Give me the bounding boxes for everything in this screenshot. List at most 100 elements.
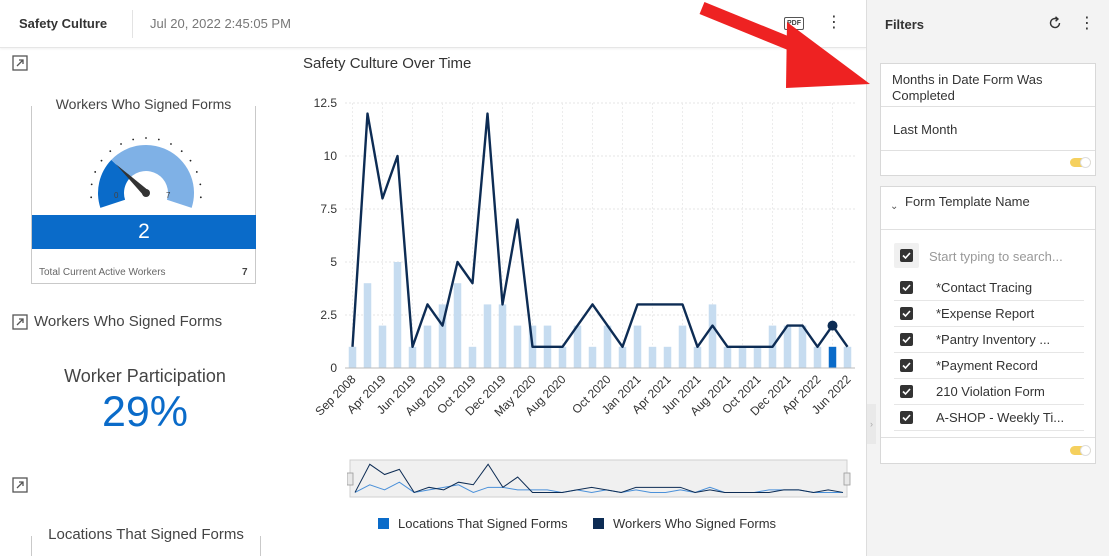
- template-option[interactable]: *Pantry Inventory ...: [894, 327, 1084, 353]
- gauge-tick: [180, 150, 183, 153]
- bar: [603, 325, 612, 368]
- gauge-card: [31, 106, 256, 284]
- chart-title: Safety Culture Over Time: [303, 55, 472, 72]
- y-tick-label: 7.5: [320, 202, 337, 216]
- template-option-label: *Contact Tracing: [936, 280, 1033, 295]
- gauge-tick: [157, 138, 160, 141]
- navigator-handle-left: [347, 472, 354, 486]
- y-tick-label: 5: [330, 255, 337, 269]
- legend-item-workers[interactable]: Workers Who Signed Forms: [593, 516, 776, 531]
- dashboard-more-button[interactable]: ⋮: [826, 14, 842, 31]
- bar: [588, 346, 597, 368]
- template-option[interactable]: *Payment Record: [894, 353, 1084, 379]
- gauge-unfilled-arc: [111, 145, 194, 208]
- bar: [723, 346, 732, 368]
- bar: [408, 346, 417, 368]
- gauge-needle-hub: [142, 189, 150, 197]
- divider: [881, 229, 1095, 230]
- gauge-max-label: 7: [166, 191, 171, 200]
- bar: [468, 346, 477, 368]
- legend-item-locations[interactable]: Locations That Signed Forms: [378, 516, 568, 531]
- filters-header: Filters ⋮: [867, 0, 1109, 48]
- bar: [618, 346, 627, 368]
- template-option[interactable]: *Expense Report: [894, 301, 1084, 327]
- participation-widget-title: Workers Who Signed Forms: [34, 313, 223, 330]
- date-filter-title: Months in Date Form Was Completed: [892, 72, 1043, 103]
- date-filter-toggle[interactable]: [1070, 157, 1091, 168]
- gauge-tick: [170, 143, 172, 145]
- chevron-down-icon[interactable]: ⌄: [890, 201, 899, 212]
- checkbox-checked-icon[interactable]: [900, 359, 913, 372]
- template-option-label: *Pantry Inventory ...: [936, 332, 1051, 347]
- legend-swatch-icon: [378, 518, 389, 529]
- checkbox-checked-icon[interactable]: [900, 333, 913, 346]
- gauge-tick: [195, 171, 198, 173]
- template-search-input[interactable]: [929, 246, 1084, 266]
- y-tick-label: 12.5: [314, 96, 338, 110]
- checkbox-checked-icon: [900, 249, 913, 262]
- template-option-label: *Expense Report: [936, 306, 1035, 321]
- gauge-value: 2: [32, 215, 256, 249]
- legend-swatch-icon: [593, 518, 604, 529]
- bar: [513, 325, 522, 368]
- refresh-icon[interactable]: [1046, 14, 1064, 32]
- gauge-tick: [100, 159, 103, 162]
- template-option[interactable]: *Contact Tracing: [894, 275, 1084, 301]
- legend-label: Workers Who Signed Forms: [613, 516, 777, 531]
- date-filter-value[interactable]: Last Month: [893, 122, 958, 137]
- participation-value: 29%: [101, 388, 189, 436]
- bar: [393, 262, 402, 368]
- filters-panel: Filters ⋮ Months in Date Form Was Comple…: [867, 0, 1109, 556]
- bar: [708, 304, 717, 368]
- panel-divider: [866, 0, 867, 556]
- gauge-widget-title: Workers Who Signed Forms: [31, 96, 256, 112]
- dashboard-title: Safety Culture: [19, 16, 108, 31]
- template-filter-toggle[interactable]: [1070, 445, 1091, 456]
- template-option[interactable]: 210 Violation Form: [894, 379, 1084, 405]
- bar: [378, 325, 387, 368]
- divider: [881, 150, 1095, 151]
- dashboard-header: Safety Culture Jul 20, 2022 2:45:05 PM P…: [0, 0, 866, 48]
- date-filter-card: Months in Date Form Was Completed Last M…: [880, 63, 1096, 176]
- gauge-tick: [109, 150, 112, 153]
- checkbox-checked-icon[interactable]: [900, 281, 913, 294]
- expand-icon[interactable]: [12, 314, 28, 330]
- bar: [828, 346, 837, 368]
- bar: [843, 346, 852, 368]
- bar: [348, 346, 357, 368]
- bar: [738, 346, 747, 368]
- bar: [453, 283, 462, 368]
- navigator-handle-right: [843, 472, 851, 486]
- legend-label: Locations That Signed Forms: [398, 516, 568, 531]
- template-option-label: A-SHOP - Weekly Ti...: [936, 410, 1065, 425]
- bar: [498, 304, 507, 368]
- filters-title: Filters: [885, 17, 925, 32]
- template-option-label: 210 Violation Form: [936, 384, 1045, 399]
- series-line: [351, 112, 849, 348]
- bar: [558, 346, 567, 368]
- template-option[interactable]: A-SHOP - Weekly Ti...: [894, 405, 1084, 431]
- select-all-checkbox[interactable]: [894, 243, 919, 268]
- header-divider: [132, 10, 133, 38]
- pdf-export-button[interactable]: PDF: [784, 17, 804, 30]
- bar: [483, 304, 492, 368]
- gauge-needle: [115, 163, 149, 196]
- expand-icon[interactable]: [12, 477, 28, 493]
- gauge-tick: [120, 143, 122, 145]
- bar: [633, 325, 642, 368]
- bar: [753, 346, 762, 368]
- y-tick-label: 10: [324, 149, 338, 163]
- divider: [881, 437, 1095, 438]
- gauge-tick: [132, 138, 135, 141]
- template-option-label: *Payment Record: [936, 358, 1038, 373]
- checkbox-checked-icon[interactable]: [900, 385, 913, 398]
- bar: [573, 325, 582, 368]
- filters-more-button[interactable]: ⋮: [1079, 15, 1095, 32]
- chart-navigator[interactable]: [347, 457, 851, 501]
- divider: [881, 106, 1095, 107]
- checkbox-checked-icon[interactable]: [900, 307, 913, 320]
- checkbox-checked-icon[interactable]: [900, 411, 913, 424]
- panel-collapse-handle[interactable]: ›: [867, 404, 876, 444]
- bar: [678, 325, 687, 368]
- expand-icon[interactable]: [12, 55, 28, 71]
